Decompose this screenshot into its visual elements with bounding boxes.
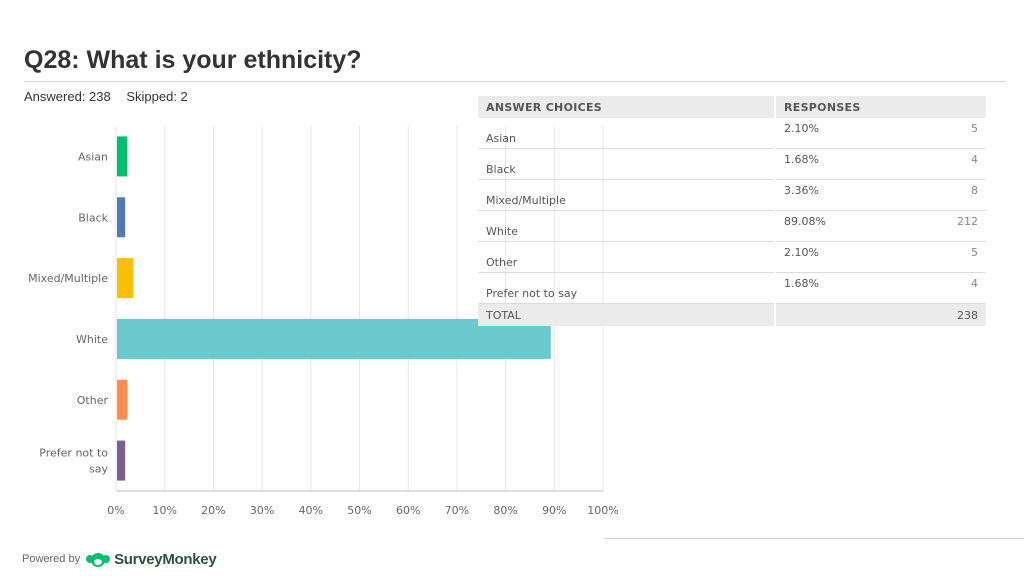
header-responses: RESPONSES <box>775 96 986 118</box>
powered-by-label: Powered by <box>22 553 81 565</box>
category-label: Mixed/Multiple <box>28 272 108 285</box>
answered-count: Answered: 238 <box>24 89 111 104</box>
x-tick-label: 10% <box>152 504 176 517</box>
row-choice: Prefer not to say <box>478 272 776 304</box>
table-row: Mixed/Multiple 3.36% 8 <box>478 179 986 211</box>
table-row: Other 2.10% 5 <box>478 241 986 273</box>
row-choice: Black <box>478 148 776 180</box>
chart-x-tick-labels: 0% 10% 20% 30% 40% 50% 60% 70% 80% 90% 100% <box>107 504 618 517</box>
row-percent: 2.10% <box>775 118 905 149</box>
x-tick-label: 80% <box>493 504 517 517</box>
x-tick-label: 60% <box>396 504 420 517</box>
surveymonkey-brand: SurveyMonkey <box>114 550 217 568</box>
table-row: White 89.08% 212 <box>478 210 986 242</box>
x-tick-label: 90% <box>542 504 566 517</box>
category-label: White <box>76 333 108 346</box>
table-header-row: ANSWER CHOICES RESPONSES <box>478 96 986 118</box>
x-tick-label: 50% <box>347 504 371 517</box>
row-percent: 1.68% <box>775 148 905 180</box>
bar <box>117 197 126 238</box>
page-title: Q28: What is your ethnicity? <box>24 46 362 74</box>
category-label: Asian <box>78 150 108 163</box>
row-count: 4 <box>904 272 986 304</box>
chart-gridlines <box>115 126 604 491</box>
bar <box>117 440 126 481</box>
row-percent: 2.10% <box>775 241 905 273</box>
title-divider <box>24 81 1006 82</box>
x-tick-label: 20% <box>201 504 225 517</box>
table-body: Asian 2.10% 5 Black 1.68% 4 Mixed/Multiple 3.36… <box>478 118 986 326</box>
row-count: 5 <box>904 241 986 273</box>
bar <box>117 379 128 420</box>
footer-divider <box>604 538 1024 539</box>
table-row: Black 1.68% 4 <box>478 148 986 180</box>
row-percent: 1.68% <box>775 272 905 304</box>
header-answer-choices: ANSWER CHOICES <box>478 96 776 118</box>
surveymonkey-logo-icon <box>86 553 111 567</box>
responses-table: ANSWER CHOICES RESPONSES Asian 2.10% 5 Blac… <box>478 96 986 326</box>
bar <box>117 136 128 177</box>
row-count: 212 <box>904 210 986 242</box>
chart-category-labels: Asian Black Mixed/Multiple White Other Prefer… <box>28 150 109 475</box>
x-tick-label: 0% <box>107 504 124 517</box>
bar <box>117 258 134 299</box>
skipped-count: Skipped: 2 <box>126 89 188 104</box>
total-count: 238 <box>904 303 986 326</box>
x-tick-label: 40% <box>299 504 323 517</box>
category-label: Black <box>78 211 108 224</box>
x-tick-label: 30% <box>250 504 274 517</box>
ethnicity-bar-chart: Asian Black Mixed/Multiple White Other Prefer… <box>28 126 619 517</box>
category-label: Prefer not to say <box>39 447 108 476</box>
row-choice: White <box>478 210 776 242</box>
row-choice: Mixed/Multiple <box>478 179 776 211</box>
footer: Powered by SurveyMonkey <box>22 548 217 570</box>
row-percent: 89.08% <box>775 210 905 242</box>
total-label: TOTAL <box>478 303 776 326</box>
row-count: 5 <box>904 118 986 149</box>
category-label: Other <box>77 394 109 407</box>
table-total-row: TOTAL 238 <box>478 303 986 326</box>
row-count: 8 <box>904 179 986 211</box>
x-tick-label: 70% <box>445 504 469 517</box>
x-tick-label: 100% <box>587 504 618 517</box>
total-spacer <box>775 303 905 326</box>
row-choice: Asian <box>478 118 776 149</box>
row-percent: 3.36% <box>775 179 905 211</box>
chart-bars <box>117 136 551 481</box>
response-summary: Answered: 238 Skipped: 2 <box>24 89 200 104</box>
row-count: 4 <box>904 148 986 180</box>
row-choice: Other <box>478 241 776 273</box>
table-row: Asian 2.10% 5 <box>478 118 986 149</box>
table-row: Prefer not to say 1.68% 4 <box>478 272 986 304</box>
